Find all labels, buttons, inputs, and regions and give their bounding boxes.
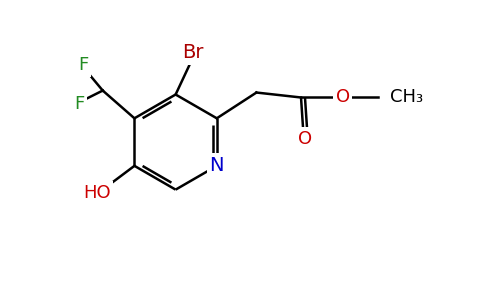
Text: CH₃: CH₃ xyxy=(390,88,424,106)
Text: Br: Br xyxy=(182,44,203,62)
Text: O: O xyxy=(335,88,350,106)
Text: N: N xyxy=(210,156,224,176)
Text: F: F xyxy=(74,95,84,113)
Text: O: O xyxy=(298,130,312,148)
Text: HO: HO xyxy=(83,184,111,202)
Text: F: F xyxy=(78,56,88,74)
